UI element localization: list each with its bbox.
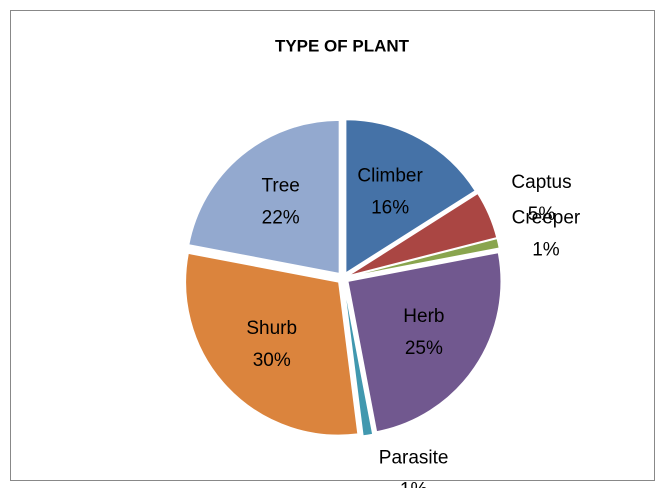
pie-slice	[188, 119, 340, 274]
slice-value: 30%	[253, 350, 291, 371]
pie-slice	[347, 252, 502, 433]
slice-label: Herb	[403, 306, 444, 327]
pie-slice	[343, 283, 374, 437]
pie-slice	[348, 238, 500, 278]
slice-value: 5%	[528, 204, 556, 225]
pie-slice	[348, 192, 498, 277]
slice-value: 25%	[405, 338, 443, 359]
chart-title: TYPE OF PLANT	[275, 36, 410, 55]
slice-value: 1%	[400, 480, 428, 488]
slice-label: Captus	[511, 172, 571, 193]
pie-slice	[185, 252, 359, 436]
slice-value: 16%	[371, 197, 409, 218]
slice-label: Parasite	[379, 448, 449, 469]
slice-value: 22%	[262, 208, 300, 229]
pie-slice	[345, 119, 476, 274]
slice-value: 1%	[532, 240, 560, 261]
slice-label: Tree	[261, 176, 299, 197]
slice-label: Shurb	[246, 318, 297, 339]
slice-label: Creeper	[512, 208, 581, 229]
slice-label: Climber	[357, 165, 423, 186]
